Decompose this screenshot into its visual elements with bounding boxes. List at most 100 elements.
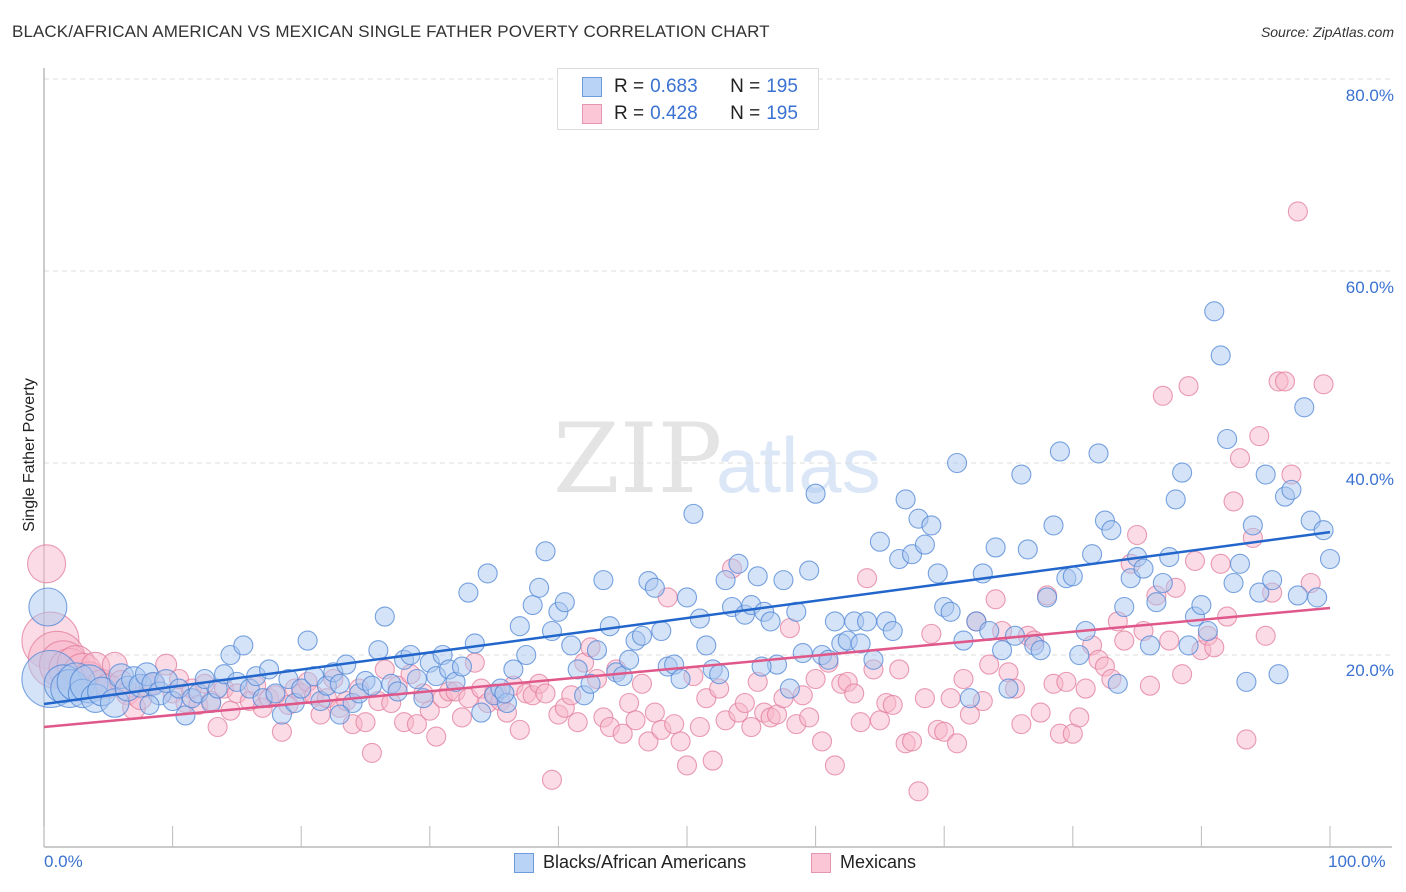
blacks-point [1017, 539, 1038, 560]
blacks-point [940, 601, 961, 622]
blacks-point [869, 531, 890, 552]
mexicans-point [451, 707, 473, 728]
mexicans-point [1159, 630, 1180, 651]
blacks-point [1229, 553, 1251, 574]
blacks-point [1101, 520, 1122, 541]
mexicans-point [811, 731, 833, 752]
mexicans-point [921, 623, 942, 644]
mexicans-point [805, 668, 826, 690]
blue-swatch-icon [514, 852, 534, 873]
blacks-point [689, 608, 710, 629]
mexicans-point [644, 702, 665, 723]
mexicans-point [638, 731, 659, 752]
y-tick-label-20: 20.0% [1345, 661, 1394, 680]
r-label: R = [614, 76, 645, 97]
mexicans-point [670, 731, 691, 752]
mexicans-point [1184, 550, 1206, 571]
blacks-point [992, 640, 1013, 661]
mexicans-point [889, 659, 910, 680]
blacks-point [1242, 515, 1263, 536]
blacks-point [1159, 547, 1180, 568]
blacks-point [1268, 664, 1289, 685]
blacks-point [1281, 479, 1302, 500]
blacks-point [715, 570, 736, 591]
blacks-point [1152, 572, 1173, 594]
blacks-point [1178, 635, 1199, 656]
mexicans-point [979, 654, 1000, 675]
blacks-point [28, 587, 68, 627]
blacks-point [471, 702, 492, 723]
blacks-points [21, 301, 1341, 726]
blacks-point [1204, 301, 1225, 322]
blacks-point [882, 620, 903, 642]
legend-item-blacks[interactable]: Blacks/African Americans [514, 852, 746, 873]
mexicans-point [1069, 707, 1090, 728]
blacks-point [1114, 596, 1135, 618]
mexicans-point [1030, 702, 1051, 723]
blacks-point [593, 570, 614, 591]
blacks-point [895, 489, 916, 510]
blacks-point [683, 503, 704, 524]
blacks-point [856, 611, 878, 632]
blacks-point [458, 582, 479, 603]
blacks-point [747, 566, 768, 587]
y-tick-label-80: 80.0% [1345, 86, 1394, 105]
blacks-point [494, 683, 515, 704]
mexicans-point [901, 731, 923, 752]
mexicans-point [1056, 671, 1077, 692]
axes [43, 68, 1392, 848]
blacks-point [1082, 544, 1103, 565]
blacks-point [1249, 582, 1270, 603]
blacks-point [1319, 548, 1341, 570]
legend-row-mexicans: R = 0.428 N = 195 [582, 103, 798, 125]
blacks-point [644, 577, 665, 598]
blacks-point [477, 563, 498, 584]
blacks-point [792, 643, 813, 664]
watermark: ZIP atlas [553, 403, 881, 515]
mexicans-point [509, 719, 530, 740]
blacks-point [1255, 464, 1276, 485]
mexicans-point [1127, 524, 1148, 546]
n-value: 195 [766, 76, 798, 97]
mexicans-trend-line [43, 606, 1331, 729]
blacks-point [1133, 558, 1154, 579]
blacks-point [297, 630, 318, 651]
mexicans-point [869, 710, 890, 731]
mexicans-point [567, 712, 588, 733]
mexicans-point [689, 716, 710, 738]
mexicans-point [824, 755, 845, 776]
blacks-point [998, 678, 1019, 699]
blacks-point [914, 534, 935, 555]
blacks-point [1191, 595, 1212, 616]
mexicans-point [914, 688, 935, 709]
mexicans-point [625, 710, 646, 731]
blacks-point [374, 606, 395, 627]
blacks-point [773, 570, 794, 591]
mexicans-point [631, 673, 653, 694]
legend-label: Mexicans [840, 852, 917, 872]
blacks-point [799, 560, 820, 581]
blacks-point [1262, 570, 1283, 591]
mexicans-point [406, 714, 427, 735]
mexicans-point [1178, 376, 1199, 397]
correlation-legend: R = 0.683 N = 195 R = 0.428 N = 195 [557, 68, 819, 130]
blacks-point [760, 611, 781, 632]
blacks-point [1307, 587, 1328, 608]
blacks-point [599, 616, 620, 637]
blacks-point [139, 694, 160, 715]
blacks-point [947, 452, 968, 474]
blacks-point [631, 625, 653, 646]
blacks-point [567, 659, 588, 680]
n-value: 195 [766, 103, 798, 124]
mexicans-point [612, 723, 633, 744]
legend-item-mexicans[interactable]: Mexicans [811, 852, 916, 873]
blacks-point [1139, 635, 1161, 656]
y-tick-label-40: 40.0% [1345, 470, 1394, 489]
blacks-point [535, 541, 556, 562]
mexicans-point [1249, 426, 1270, 447]
mexicans-point [664, 714, 685, 735]
watermark-zip: ZIP [553, 403, 722, 515]
blacks-point [1011, 464, 1032, 485]
legend-label: Blacks/African Americans [543, 852, 747, 872]
